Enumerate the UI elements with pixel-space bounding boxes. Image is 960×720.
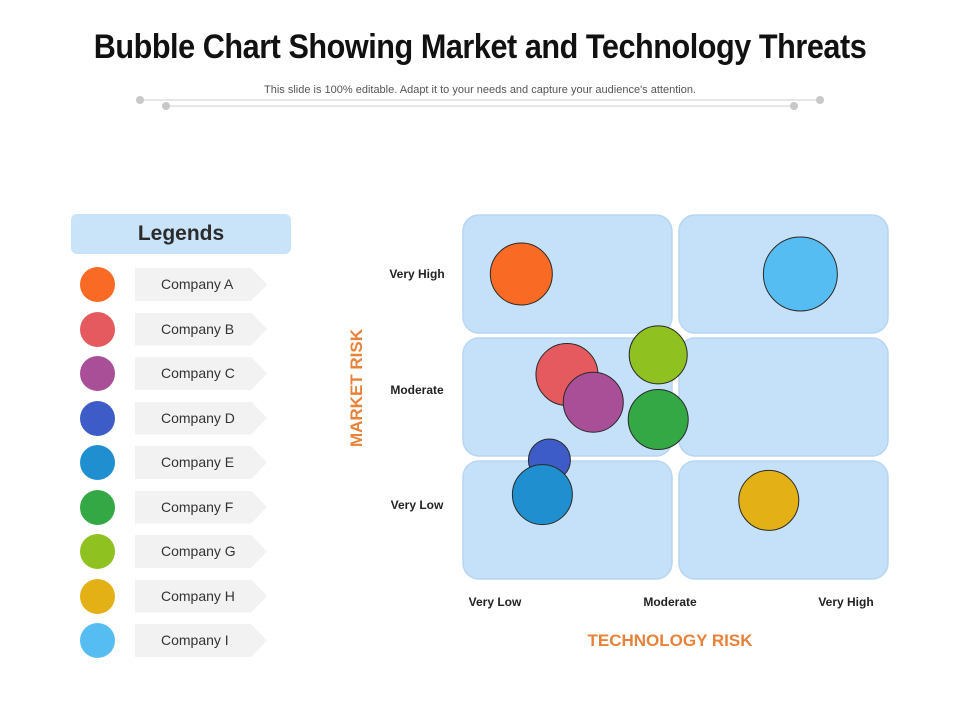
legend-swatch (80, 578, 115, 614)
legend-label: Company F (135, 490, 267, 524)
legend-item: Company F (78, 489, 278, 534)
legend-swatch (80, 400, 115, 436)
legend-item: Company I (78, 622, 278, 667)
y-tick-label: Moderate (390, 383, 444, 397)
bubble-company-i (762, 236, 838, 312)
legend-label: Company H (135, 579, 267, 613)
bubble-company-h (738, 469, 800, 531)
legend-label: Company I (135, 624, 267, 657)
legend-label: Company G (135, 535, 267, 568)
legend-label: Company A (135, 268, 267, 301)
legend-label: Company C (135, 357, 267, 390)
slide-title: Bubble Chart Showing Market and Technolo… (93, 28, 867, 66)
legend-label: Company D (135, 401, 267, 435)
legend-item: Company B (78, 311, 278, 356)
bubble-company-g (628, 325, 688, 385)
legend-swatch (80, 267, 115, 302)
x-tick-label: Very High (818, 595, 873, 609)
legend-swatch (80, 445, 115, 480)
bubble-company-f (627, 389, 689, 451)
bubble-company-a (489, 242, 553, 306)
legend-list: Company A Company B Company C Company D Comp… (78, 266, 278, 667)
legend-item: Company C (78, 355, 278, 400)
x-tick-label: Moderate (643, 595, 697, 609)
legend-swatch (80, 489, 115, 525)
bubble-company-c (562, 371, 624, 433)
slide-subtitle: This slide is 100% editable. Adapt it to… (264, 84, 696, 96)
legend-swatch (80, 623, 115, 658)
x-tick-label: Very Low (469, 595, 522, 609)
legend-label: Company E (135, 446, 267, 479)
legend-item: Company H (78, 578, 278, 623)
quadrant-panel (678, 337, 889, 457)
legend-item: Company G (78, 533, 278, 578)
legend-item: Company E (78, 444, 278, 489)
y-tick-label: Very Low (391, 498, 444, 512)
x-axis-label: TECHNOLOGY RISK (588, 631, 754, 650)
legend-title: Legends (71, 214, 291, 254)
subtitle-divider (136, 96, 824, 110)
legend-swatch (80, 534, 115, 569)
y-tick-label: Very High (389, 267, 444, 281)
legend-item: Company D (78, 400, 278, 445)
legend-swatch (80, 356, 115, 391)
legend-item: Company A (78, 266, 278, 311)
legend-label: Company B (135, 312, 267, 346)
y-axis-label: MARKET RISK (347, 328, 366, 447)
bubble-company-e (511, 464, 573, 526)
legend-swatch (80, 311, 115, 347)
